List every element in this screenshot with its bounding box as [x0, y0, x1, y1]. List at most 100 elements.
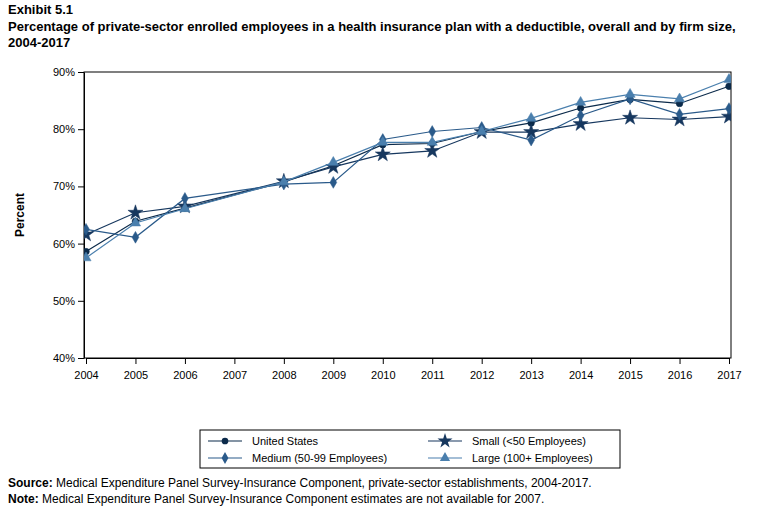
x-tick: 2005: [124, 358, 148, 381]
series-marker: [328, 156, 338, 165]
y-tick-label: 70%: [53, 180, 75, 192]
x-tick-label: 2006: [173, 369, 197, 381]
legend-label: Medium (50-99 Employees): [252, 452, 387, 464]
subtitle: Percentage of private-sector enrolled em…: [8, 19, 736, 50]
series-marker: [674, 93, 684, 102]
x-tick: 2016: [668, 358, 692, 381]
legend-entry: United States: [208, 435, 319, 447]
legend-marker: [222, 452, 229, 464]
x-tick-mark: [531, 358, 532, 364]
y-tick-mark: [78, 244, 84, 245]
series-marker: [375, 146, 390, 160]
x-tick: 2008: [272, 358, 296, 381]
legend-entry: Medium (50-99 Employees): [208, 452, 387, 464]
note: Note: Medical Expenditure Panel Survey-I…: [8, 492, 544, 506]
series-group: [84, 74, 731, 261]
series-marker: [378, 136, 388, 145]
series-marker: [528, 134, 535, 146]
y-tick-mark: [78, 72, 84, 73]
x-tick-label: 2010: [371, 369, 395, 381]
series-marker: [474, 124, 489, 138]
legend-marker: [440, 452, 450, 461]
x-tick: 2009: [322, 358, 346, 381]
y-tick-label: 40%: [53, 352, 75, 364]
series-marker: [84, 252, 91, 261]
x-tick-label: 2007: [223, 369, 247, 381]
x-tick-label: 2016: [668, 369, 692, 381]
series-line: [86, 86, 729, 251]
legend-label: United States: [252, 435, 319, 447]
y-tick: 40%: [53, 352, 84, 364]
legend: United States Small (<50 Employees) Medium…: [200, 430, 620, 468]
series-marker: [130, 217, 140, 226]
x-tick: 2013: [519, 358, 543, 381]
x-tick-mark: [135, 358, 136, 364]
x-tick: 2006: [173, 358, 197, 381]
y-tick-mark: [78, 358, 84, 359]
y-tick: 80%: [53, 123, 84, 135]
series-marker: [526, 112, 536, 121]
x-tick-mark: [729, 358, 730, 364]
legend-label: Large (100+ Employees): [472, 452, 593, 464]
x-tick-label: 2014: [569, 369, 593, 381]
x-tick-mark: [383, 358, 384, 364]
x-tick: 2004: [74, 358, 98, 381]
title: Exhibit 5.1: [8, 2, 73, 17]
x-tick-label: 2011: [421, 369, 445, 381]
legend-marker: [437, 433, 452, 447]
series-marker: [726, 83, 731, 90]
series-marker: [429, 126, 436, 138]
x-tick-mark: [86, 358, 87, 364]
x-tick: 2012: [470, 358, 494, 381]
y-axis-line: [84, 73, 85, 359]
x-tick-label: 2009: [322, 369, 346, 381]
series-line: [86, 99, 729, 237]
x-axis-line: [87, 358, 730, 359]
legend-label: Small (<50 Employees): [472, 435, 586, 447]
x-tick: 2015: [618, 358, 642, 381]
series-marker: [427, 136, 437, 145]
y-tick-mark: [78, 186, 84, 187]
plot-frame: [84, 72, 731, 358]
series-line: [86, 79, 729, 257]
y-tick: 60%: [53, 238, 84, 250]
x-tick-label: 2017: [717, 369, 741, 381]
series-marker: [625, 88, 635, 97]
x-tick-mark: [333, 358, 334, 364]
legend-box: [200, 430, 620, 468]
y-tick-label: 60%: [53, 238, 75, 250]
x-tick-mark: [680, 358, 681, 364]
y-tick: 90%: [53, 66, 84, 78]
x-tick-mark: [234, 358, 235, 364]
x-tick-mark: [185, 358, 186, 364]
series-marker: [279, 176, 289, 185]
y-tick: 50%: [53, 295, 84, 307]
y-tick-label: 50%: [53, 295, 75, 307]
series-marker: [477, 126, 487, 135]
series-marker: [576, 96, 586, 105]
x-axis: 2004 2005 2006 2007 2008 2009 2010 2011 2012 2013…: [74, 358, 741, 381]
series-marker: [623, 110, 638, 124]
legend-entry: Small (<50 Employees): [428, 433, 586, 447]
x-tick-mark: [581, 358, 582, 364]
x-tick: 2010: [371, 358, 395, 381]
x-tick: 2007: [223, 358, 247, 381]
y-tick-label: 80%: [53, 123, 75, 135]
x-tick-label: 2008: [272, 369, 296, 381]
y-tick-mark: [78, 301, 84, 302]
x-tick: 2017: [717, 358, 741, 381]
series-line: [86, 117, 729, 235]
series-marker: [676, 108, 683, 120]
series-marker: [726, 103, 731, 115]
y-tick: 70%: [53, 180, 84, 192]
y-tick-label: 90%: [53, 66, 75, 78]
x-tick-label: 2005: [124, 369, 148, 381]
x-tick-mark: [284, 358, 285, 364]
x-tick: 2011: [421, 358, 445, 381]
y-axis: 40% 50% 60% 70% 80% 90%: [53, 66, 85, 364]
series-marker: [577, 110, 584, 122]
x-tick-label: 2013: [519, 369, 543, 381]
series-marker: [180, 203, 190, 212]
x-tick-mark: [432, 358, 433, 364]
legend-entry: Large (100+ Employees): [428, 452, 593, 464]
